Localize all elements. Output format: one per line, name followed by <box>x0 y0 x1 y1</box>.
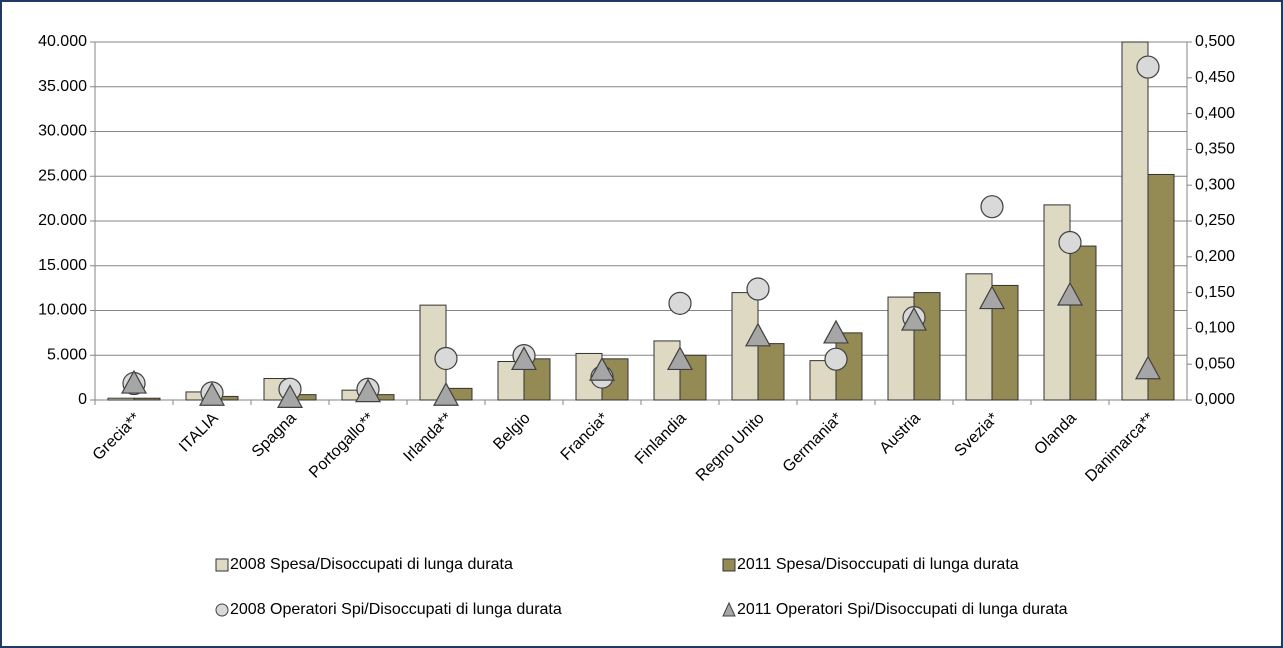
point <box>900 306 928 331</box>
bar <box>107 397 135 401</box>
bar <box>133 397 161 401</box>
point <box>432 381 460 406</box>
point <box>1056 281 1084 306</box>
point <box>978 285 1006 310</box>
y2-tick-label: 0,500 <box>1195 33 1235 50</box>
y2-tick-label: 0,300 <box>1195 176 1235 193</box>
y2-tick-label: 0,200 <box>1195 248 1235 265</box>
point <box>434 346 458 371</box>
legend-label: 2008 Operatori Spi/Disoccupati di lunga … <box>230 601 562 618</box>
y-tick-label: 20.000 <box>38 212 87 229</box>
y2-tick-label: 0,450 <box>1195 69 1235 86</box>
point <box>1058 230 1082 255</box>
legend-swatch <box>215 558 229 572</box>
point <box>744 322 772 347</box>
point <box>746 277 770 301</box>
point <box>588 356 616 381</box>
y-tick-label: 25.000 <box>38 167 87 184</box>
bar <box>757 343 785 401</box>
point <box>1134 355 1162 380</box>
y2-tick-label: 0,000 <box>1195 391 1235 408</box>
point <box>824 347 848 371</box>
y2-tick-label: 0,150 <box>1195 284 1235 301</box>
legend-label: 2011 Spesa/Disoccupati di lunga durata <box>737 556 1019 573</box>
point <box>668 291 692 315</box>
point <box>120 369 148 394</box>
point <box>1136 55 1160 79</box>
legend-swatch <box>722 601 736 617</box>
legend-swatch <box>722 558 736 572</box>
bar <box>653 340 681 401</box>
y2-tick-label: 0,050 <box>1195 355 1235 372</box>
y2-tick-label: 0,400 <box>1195 105 1235 122</box>
point <box>354 378 382 403</box>
y2-tick-label: 0,250 <box>1195 212 1235 229</box>
y-tick-label: 35.000 <box>38 78 87 95</box>
y-tick-label: 30.000 <box>38 123 87 140</box>
point <box>822 319 850 344</box>
bar <box>1069 245 1097 401</box>
bar <box>1121 41 1149 401</box>
point <box>276 384 304 408</box>
y-tick-label: 15.000 <box>38 257 87 274</box>
y-tick-label: 10.000 <box>38 302 87 319</box>
y-tick-label: 0 <box>78 391 87 408</box>
legend-label: 2008 Spesa/Disoccupati di lunga durata <box>230 556 513 573</box>
point <box>510 346 538 371</box>
legend-label: 2011 Operatori Spi/Disoccupati di lunga … <box>737 601 1068 618</box>
y2-tick-label: 0,350 <box>1195 141 1235 158</box>
y-tick-label: 40.000 <box>38 33 87 50</box>
bar <box>1147 173 1175 401</box>
point <box>198 381 226 406</box>
point <box>666 346 694 371</box>
point <box>980 195 1004 219</box>
legend-swatch <box>215 603 229 617</box>
y-tick-label: 5.000 <box>47 346 87 363</box>
y2-tick-label: 0,100 <box>1195 320 1235 337</box>
